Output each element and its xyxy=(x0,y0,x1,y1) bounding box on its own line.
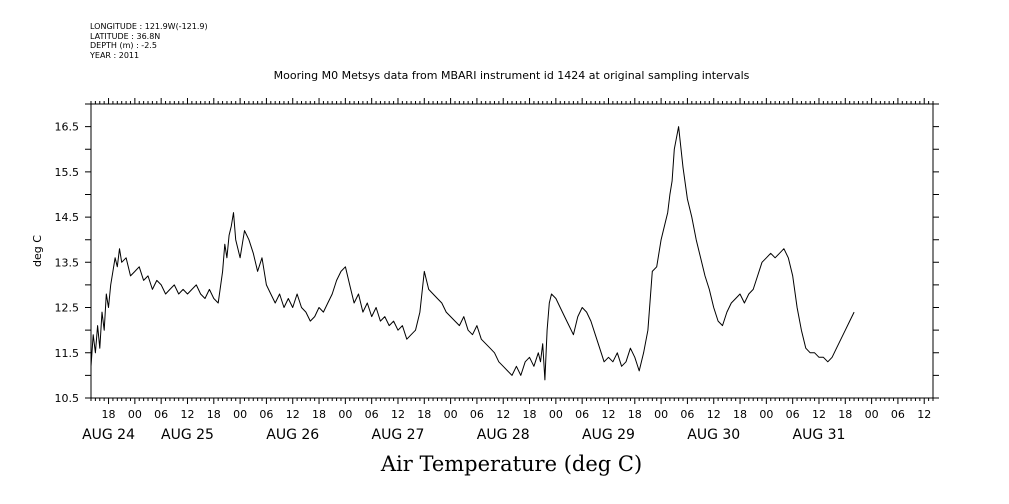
plot-frame xyxy=(90,103,934,399)
metadata-block: LONGITUDE : 121.9W(-121.9) LATITUDE : 36… xyxy=(90,22,208,60)
x-tick-label: 00 xyxy=(444,408,458,421)
series-line xyxy=(90,126,855,381)
x-tick-label: 00 xyxy=(654,408,668,421)
x-date-label: AUG 28 xyxy=(477,427,530,443)
x-tick-label: 06 xyxy=(365,408,379,421)
x-date-label: AUG 31 xyxy=(793,427,846,443)
x-date-label: AUG 29 xyxy=(582,427,635,443)
y-tick-label: 11.5 xyxy=(55,347,80,360)
x-axis-ticks xyxy=(90,98,934,404)
x-tick-label: 12 xyxy=(601,408,615,421)
x-tick-label: 18 xyxy=(838,408,852,421)
x-tick-label: 06 xyxy=(891,408,905,421)
x-tick-label: 00 xyxy=(759,408,773,421)
x-tick-label: 12 xyxy=(391,408,405,421)
x-tick-label: 12 xyxy=(496,408,510,421)
x-tick-label: 18 xyxy=(207,408,221,421)
chart-title: Mooring M0 Metsys data from MBARI instru… xyxy=(273,69,750,82)
x-tick-label: 18 xyxy=(312,408,326,421)
x-date-label: AUG 26 xyxy=(266,427,319,443)
x-tick-label: 06 xyxy=(680,408,694,421)
x-date-label: AUG 25 xyxy=(161,427,214,443)
x-tick-label: 18 xyxy=(733,408,747,421)
year-text: YEAR : 2011 xyxy=(90,50,140,60)
latitude-text: LATITUDE : 36.8N xyxy=(90,31,161,41)
x-tick-label: 06 xyxy=(154,408,168,421)
x-tick-label: 00 xyxy=(865,408,879,421)
x-tick-label: 00 xyxy=(233,408,247,421)
x-tick-label: 00 xyxy=(549,408,563,421)
y-tick-label: 10.5 xyxy=(55,392,80,405)
longitude-text: LONGITUDE : 121.9W(-121.9) xyxy=(90,22,208,31)
y-tick-label: 12.5 xyxy=(55,302,80,315)
y-axis-label: deg C xyxy=(31,235,44,267)
x-tick-label: 00 xyxy=(338,408,352,421)
x-date-label: AUG 30 xyxy=(687,427,740,443)
x-tick-label: 12 xyxy=(812,408,826,421)
x-tick-label: 12 xyxy=(286,408,300,421)
x-tick-label: 06 xyxy=(470,408,484,421)
x-tick-label: 06 xyxy=(259,408,273,421)
y-tick-label: 15.5 xyxy=(55,166,80,179)
y-tick-label: 16.5 xyxy=(55,121,80,134)
x-tick-label: 18 xyxy=(628,408,642,421)
x-tick-label: 12 xyxy=(707,408,721,421)
y-axis-ticks xyxy=(85,103,939,399)
x-tick-label: 00 xyxy=(128,408,142,421)
y-tick-label: 13.5 xyxy=(55,256,80,269)
x-tick-label: 18 xyxy=(417,408,431,421)
x-tick-label: 06 xyxy=(575,408,589,421)
x-date-label: AUG 24 xyxy=(82,427,135,443)
x-tick-label: 06 xyxy=(786,408,800,421)
y-tick-label: 14.5 xyxy=(55,211,80,224)
x-tick-label: 18 xyxy=(523,408,537,421)
x-axis-caption: Air Temperature (deg C) xyxy=(380,452,643,476)
depth-text: DEPTH (m) : -2.5 xyxy=(90,41,157,50)
x-tick-label: 12 xyxy=(180,408,194,421)
x-date-label: AUG 27 xyxy=(372,427,425,443)
x-tick-label: 12 xyxy=(917,408,931,421)
x-tick-label: 18 xyxy=(102,408,116,421)
